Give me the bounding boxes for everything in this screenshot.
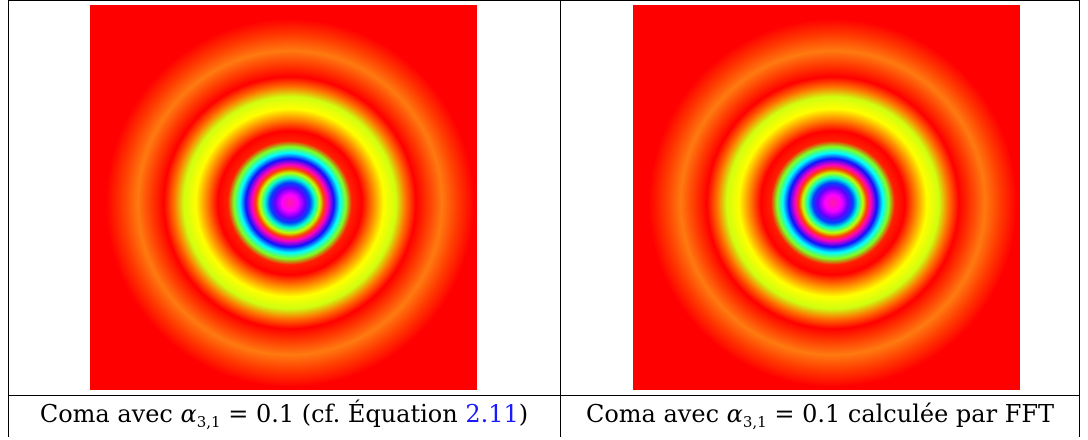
interference-rings [633,5,1020,390]
coma-analytic-image [90,5,477,390]
interference-rings [90,5,477,390]
column-divider [560,0,561,437]
alpha-subscript: 3,1 [742,413,767,431]
table-top-border [8,0,1080,1]
caption-suffix: ) [518,400,529,428]
coma-analytic-rings [90,5,477,390]
table-left-border [8,0,9,437]
coma-fft-image [633,5,1020,390]
caption-fft: Coma avec α3,1 = 0.1 calculée par FFT [561,396,1079,432]
caption-prefix: Coma avec [39,400,181,428]
caption-analytic: Coma avec α3,1 = 0.1 (cf. Équation 2.11) [8,396,560,432]
alpha-symbol: α [180,400,197,428]
caption-prefix: Coma avec [585,400,727,428]
alpha-symbol: α [726,400,743,428]
table-right-border [1079,0,1080,437]
caption-value: = 0.1 calculée par FFT [766,400,1055,428]
equation-reference-link[interactable]: 2.11 [465,400,519,428]
caption-separator [8,395,1080,396]
coma-fft-rings [633,5,1020,390]
caption-value: = 0.1 (cf. Équation [220,400,466,428]
alpha-subscript: 3,1 [196,413,221,431]
